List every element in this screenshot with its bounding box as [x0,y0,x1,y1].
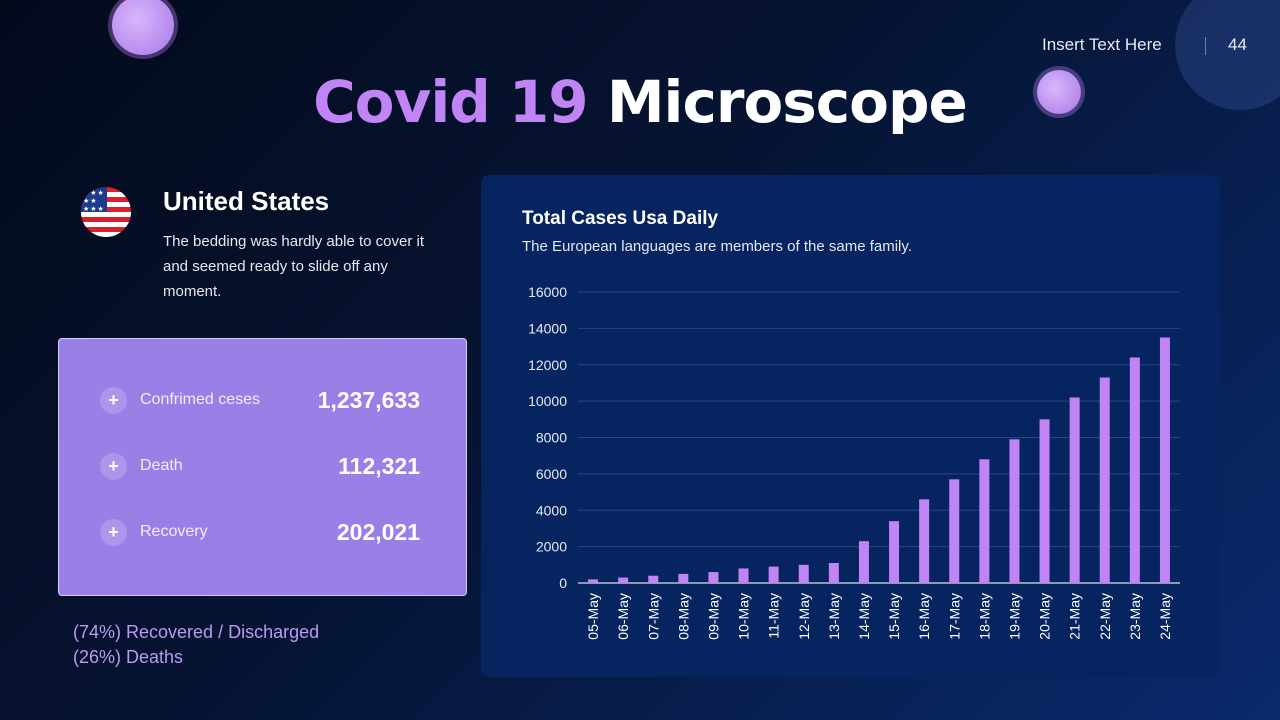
x-tick-label: 06-May [615,593,631,640]
chart-panel [481,175,1220,677]
bar-20-May [1039,419,1050,583]
bar-13-May [828,562,839,583]
x-tick-label: 19-May [1006,593,1022,640]
bar-12-May [798,564,809,583]
percentages: (74%) Recovered / Discharged (26%) Death… [73,620,319,670]
x-tick-label: 21-May [1067,593,1083,640]
bar-16-May [919,499,930,583]
x-tick-label: 08-May [675,593,691,640]
deaths-percentage: (26%) Deaths [73,647,184,667]
x-tick-label: 17-May [946,593,962,640]
stat-value: 202,021 [336,519,420,545]
y-tick-label: 4000 [536,502,567,518]
x-tick-label: 13-May [826,593,842,640]
x-tick-label: 14-May [856,593,872,640]
y-tick-label: 2000 [536,539,567,555]
country-name: United States [163,186,330,216]
header-text: Insert Text Here [1042,35,1162,54]
plus-icon: + [100,453,127,480]
x-tick-label: 07-May [645,593,661,640]
x-tick-label: 23-May [1127,593,1143,640]
bar-17-May [949,479,960,583]
virus-decoration-icon [112,0,174,55]
x-tick-label: 20-May [1037,593,1053,640]
stat-value: 1,237,633 [317,387,420,413]
stat-label: Confrimed ceses [140,391,261,408]
chart-subtitle: The European languages are members of th… [522,238,912,255]
bar-08-May [678,573,689,583]
bar-07-May [648,575,659,583]
page-title: Covid 19 Microscope [0,68,1280,136]
page-number: 44 [1228,35,1247,54]
y-tick-label: 10000 [528,393,567,409]
x-tick-label: 15-May [886,593,902,640]
stat-label: Recovery [140,523,208,540]
x-tick-label: 22-May [1097,593,1113,640]
bar-05-May [588,579,599,583]
stat-row-confirmed: + Confrimed ceses 1,237,633 [100,387,420,417]
y-tick-label: 6000 [536,466,567,482]
bar-09-May [708,572,719,583]
plus-icon: + [100,387,127,414]
x-tick-label: 18-May [976,593,992,640]
bar-19-May [1009,439,1020,583]
x-tick-label: 05-May [585,593,601,640]
bar-15-May [889,521,900,583]
bar-24-May [1159,337,1170,583]
bar-11-May [768,566,779,583]
bar-22-May [1099,377,1110,583]
us-flag-icon: ★★★ ★★ ★★★ [81,187,131,237]
country-description: The bedding was hardly able to cover it … [163,233,424,300]
x-tick-label: 16-May [916,593,932,640]
bar-14-May [858,541,869,583]
x-tick-label: 09-May [705,593,721,640]
y-tick-label: 8000 [536,430,567,446]
stats-panel: + Confrimed ceses 1,237,633 + Death 112,321 … [58,338,467,596]
y-tick-label: 12000 [528,357,567,373]
bar-21-May [1069,397,1080,583]
stat-label: Death [140,457,183,474]
plus-icon: + [100,519,127,546]
x-tick-label: 12-May [796,593,812,640]
x-tick-label: 10-May [736,593,752,640]
x-tick-label: 11-May [766,593,782,639]
x-tick-label: 24-May [1157,593,1173,640]
stat-row-death: + Death 112,321 [100,453,420,483]
y-tick-label: 14000 [528,320,567,336]
stat-value: 112,321 [338,453,420,479]
bar-23-May [1129,357,1140,583]
recovered-percentage: (74%) Recovered / Discharged [73,622,320,642]
bar-06-May [618,577,629,583]
bar-10-May [738,568,749,583]
title-accent: Covid 19 [313,68,589,136]
header-divider [1205,37,1206,55]
y-tick-label: 16000 [528,284,567,300]
y-tick-label: 0 [559,575,567,591]
stat-row-recovery: + Recovery 202,021 [100,519,420,549]
virus-decoration-icon [1037,70,1081,114]
title-main: Microscope [606,68,968,136]
chart-title: Total Cases Usa Daily [522,208,719,229]
bar-18-May [979,459,990,583]
